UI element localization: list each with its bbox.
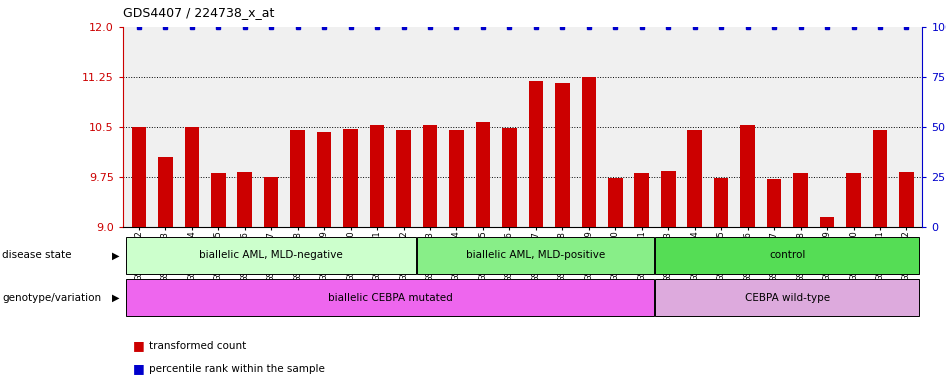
Bar <box>502 128 517 227</box>
Bar <box>688 130 702 227</box>
Bar <box>126 279 654 316</box>
Bar <box>184 127 199 227</box>
Bar <box>158 157 172 227</box>
Bar <box>767 179 781 227</box>
Bar <box>847 173 861 227</box>
Bar <box>820 217 834 227</box>
Text: transformed count: transformed count <box>149 341 247 351</box>
Text: ■: ■ <box>132 339 144 352</box>
Text: percentile rank within the sample: percentile rank within the sample <box>149 364 325 374</box>
Text: biallelic CEBPA mutated: biallelic CEBPA mutated <box>328 293 453 303</box>
Bar <box>555 83 569 227</box>
Bar <box>131 127 146 227</box>
Bar <box>529 81 543 227</box>
Bar <box>661 171 675 227</box>
Text: ■: ■ <box>132 362 144 375</box>
Bar <box>714 178 728 227</box>
Bar <box>655 237 919 274</box>
Bar <box>423 125 437 227</box>
Bar <box>900 172 914 227</box>
Bar <box>449 130 464 227</box>
Text: biallelic AML, MLD-positive: biallelic AML, MLD-positive <box>466 250 605 260</box>
Bar <box>582 77 596 227</box>
Text: ▶: ▶ <box>112 293 119 303</box>
Bar <box>873 130 887 227</box>
Bar <box>126 237 415 274</box>
Bar <box>211 173 225 227</box>
Bar <box>476 122 490 227</box>
Bar <box>237 172 252 227</box>
Bar <box>264 177 278 227</box>
Bar <box>417 237 654 274</box>
Bar <box>608 178 622 227</box>
Text: disease state: disease state <box>2 250 71 260</box>
Bar <box>655 279 919 316</box>
Text: genotype/variation: genotype/variation <box>2 293 101 303</box>
Bar <box>635 173 649 227</box>
Bar <box>396 130 411 227</box>
Bar <box>343 129 358 227</box>
Text: biallelic AML, MLD-negative: biallelic AML, MLD-negative <box>200 250 343 260</box>
Bar <box>317 132 331 227</box>
Text: ▶: ▶ <box>112 250 119 260</box>
Bar <box>794 173 808 227</box>
Text: GDS4407 / 224738_x_at: GDS4407 / 224738_x_at <box>123 6 274 19</box>
Text: CEBPA wild-type: CEBPA wild-type <box>745 293 830 303</box>
Bar <box>370 126 384 227</box>
Bar <box>290 130 305 227</box>
Bar <box>741 126 755 227</box>
Text: control: control <box>769 250 806 260</box>
